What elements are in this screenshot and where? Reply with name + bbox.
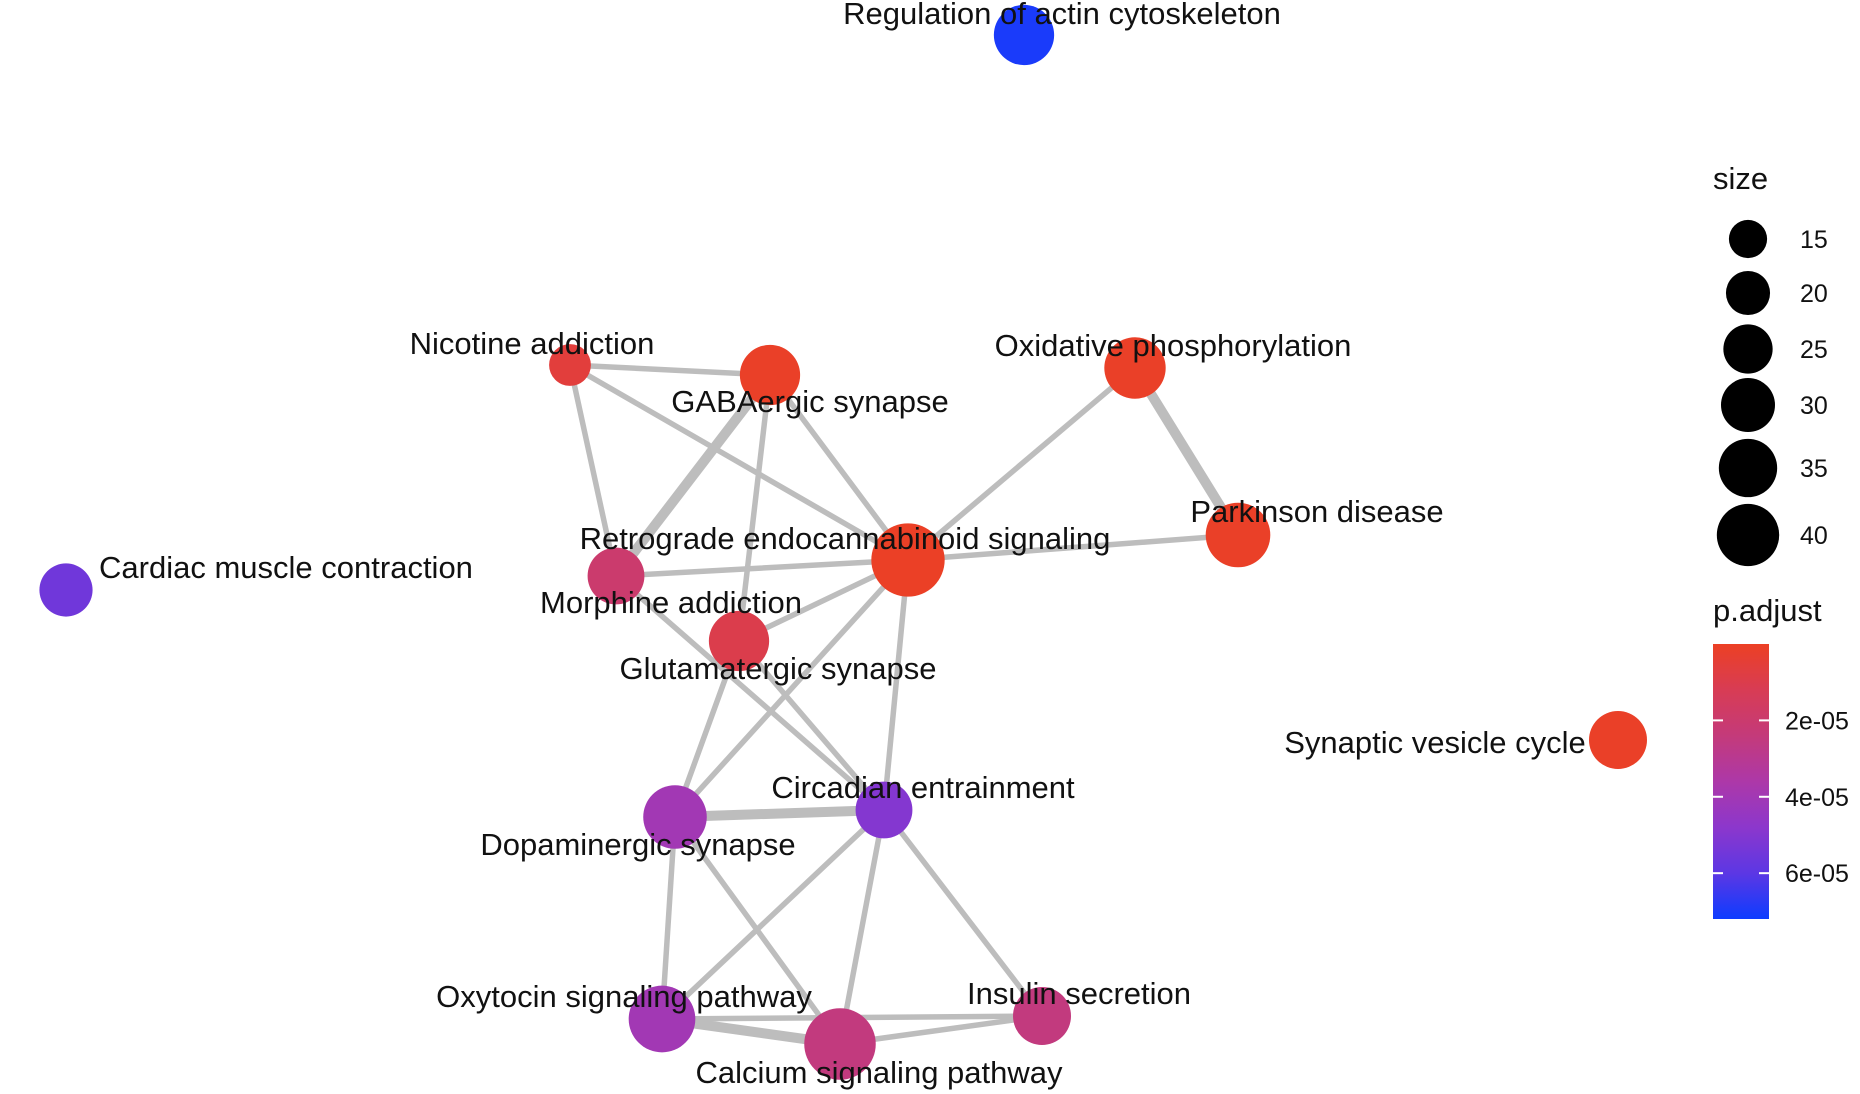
node-label-insulin-secretion: Insulin secretion <box>967 976 1191 1011</box>
node-retrograde-endocannabinoid-signaling[interactable] <box>871 523 945 597</box>
edge-retrograde-endocannabinoid-signaling-circadian-entrainment <box>881 557 911 813</box>
edges-layer <box>567 362 1243 1049</box>
size-legend-dot-40 <box>1716 503 1780 567</box>
edge-morphine-addiction-circadian-entrainment <box>613 573 887 813</box>
node-label-oxytocin-signaling-pathway: Oxytocin signaling pathway <box>436 979 812 1014</box>
node-insulin-secretion[interactable] <box>1013 987 1071 1045</box>
size-legend-label-30: 30 <box>1800 392 1828 420</box>
edge-dopaminergic-synapse-oxytocin-signaling-pathway <box>659 814 678 1022</box>
p-adjust-legend-title: p.adjust <box>1713 593 1822 628</box>
node-label-cardiac-muscle-contraction: Cardiac muscle contraction <box>99 550 473 585</box>
node-regulation-of-actin-cytoskeleton[interactable] <box>993 4 1055 66</box>
node-label-dopaminergic-synapse: Dopaminergic synapse <box>480 827 795 862</box>
labels-layer: Regulation of actin cytoskeleton Nicotine… <box>99 0 1586 1090</box>
nodes-layer <box>39 4 1647 1080</box>
node-calcium-signaling-pathway[interactable] <box>804 1008 876 1080</box>
edge-oxidative-phosphorylation-retrograde-endocannabinoid-signaling <box>905 365 1138 563</box>
node-glutamatergic-synapse[interactable] <box>708 610 770 672</box>
edge-retrograde-endocannabinoid-signaling-dopaminergic-synapse <box>672 557 911 820</box>
node-morphine-addiction[interactable] <box>587 547 645 605</box>
size-legend-label-25: 25 <box>1800 336 1828 364</box>
node-circadian-entrainment[interactable] <box>855 781 913 839</box>
size-legend-dot-25 <box>1723 324 1773 374</box>
edge-glutamatergic-synapse-circadian-entrainment <box>736 638 887 813</box>
size-legend-dot-35 <box>1718 438 1778 498</box>
size-legend-title: size <box>1713 161 1768 196</box>
node-label-calcium-signaling-pathway: Calcium signaling pathway <box>695 1055 1063 1090</box>
node-label-gabaergic-synapse: GABAergic synapse <box>671 384 948 419</box>
edge-circadian-entrainment-oxytocin-signaling-pathway <box>659 807 887 1022</box>
colorbar-tick-label-2e-05: 2e-05 <box>1785 707 1849 735</box>
node-nicotine-addiction[interactable] <box>549 344 591 386</box>
size-legend-label-40: 40 <box>1800 522 1828 550</box>
edge-gabaergic-synapse-retrograde-endocannabinoid-signaling <box>767 372 911 563</box>
edge-morphine-addiction-retrograde-endocannabinoid-signaling <box>613 557 911 579</box>
edge-oxidative-phosphorylation-parkinson-disease <box>1130 363 1243 540</box>
node-label-regulation-of-actin-cytoskeleton: Regulation of actin cytoskeleton <box>843 0 1281 31</box>
edge-parkinson-disease-retrograde-endocannabinoid-signaling <box>905 532 1241 563</box>
node-parkinson-disease[interactable] <box>1205 502 1271 568</box>
size-legend-items: 15 20 25 30 35 40 <box>1716 219 1828 567</box>
colorbar-ticks: 2e-05 4e-05 6e-05 <box>1713 707 1849 888</box>
node-label-circadian-entrainment: Circadian entrainment <box>771 770 1075 805</box>
size-legend-dot-30 <box>1720 377 1776 433</box>
colorbar-tick-label-4e-05: 4e-05 <box>1785 784 1849 812</box>
edge-gabaergic-synapse-morphine-addiction <box>611 370 775 581</box>
colorbar-tick-label-6e-05: 6e-05 <box>1785 860 1849 888</box>
legend: size 15 20 25 30 35 40 p.adjust 2e-05 4e-05 6e-… <box>1713 161 1849 919</box>
node-label-glutamatergic-synapse: Glutamatergic synapse <box>619 651 936 686</box>
edge-nicotine-addiction-gabaergic-synapse <box>567 362 773 378</box>
node-label-morphine-addiction: Morphine addiction <box>540 585 802 620</box>
node-oxidative-phosphorylation[interactable] <box>1104 337 1166 399</box>
node-cardiac-muscle-contraction[interactable] <box>39 563 93 617</box>
node-label-retrograde-endocannabinoid-signaling: Retrograde endocannabinoid signaling <box>580 521 1111 556</box>
edge-nicotine-addiction-morphine-addiction <box>567 362 619 579</box>
size-legend-label-35: 35 <box>1800 455 1828 483</box>
node-label-synaptic-vesicle-cycle: Synaptic vesicle cycle <box>1284 725 1586 760</box>
size-legend-label-20: 20 <box>1800 280 1828 308</box>
node-oxytocin-signaling-pathway[interactable] <box>628 985 696 1053</box>
edge-nicotine-addiction-retrograde-endocannabinoid-signaling <box>567 362 911 563</box>
node-label-parkinson-disease: Parkinson disease <box>1190 494 1443 529</box>
size-legend-dot-15 <box>1728 219 1768 259</box>
size-legend-dot-20 <box>1725 270 1771 316</box>
edge-circadian-entrainment-insulin-secretion <box>881 807 1045 1019</box>
edge-gabaergic-synapse-glutamatergic-synapse <box>736 372 773 644</box>
edge-dopaminergic-synapse-circadian-entrainment <box>670 805 889 822</box>
node-label-oxidative-phosphorylation: Oxidative phosphorylation <box>995 328 1352 363</box>
node-dopaminergic-synapse[interactable] <box>643 785 707 849</box>
size-legend-label-15: 15 <box>1800 226 1828 254</box>
node-synaptic-vesicle-cycle[interactable] <box>1589 711 1647 769</box>
node-gabaergic-synapse[interactable] <box>739 344 801 406</box>
node-label-nicotine-addiction: Nicotine addiction <box>410 326 655 361</box>
edge-circadian-entrainment-calcium-signaling-pathway <box>837 807 887 1047</box>
p-adjust-colorbar <box>1713 644 1769 919</box>
